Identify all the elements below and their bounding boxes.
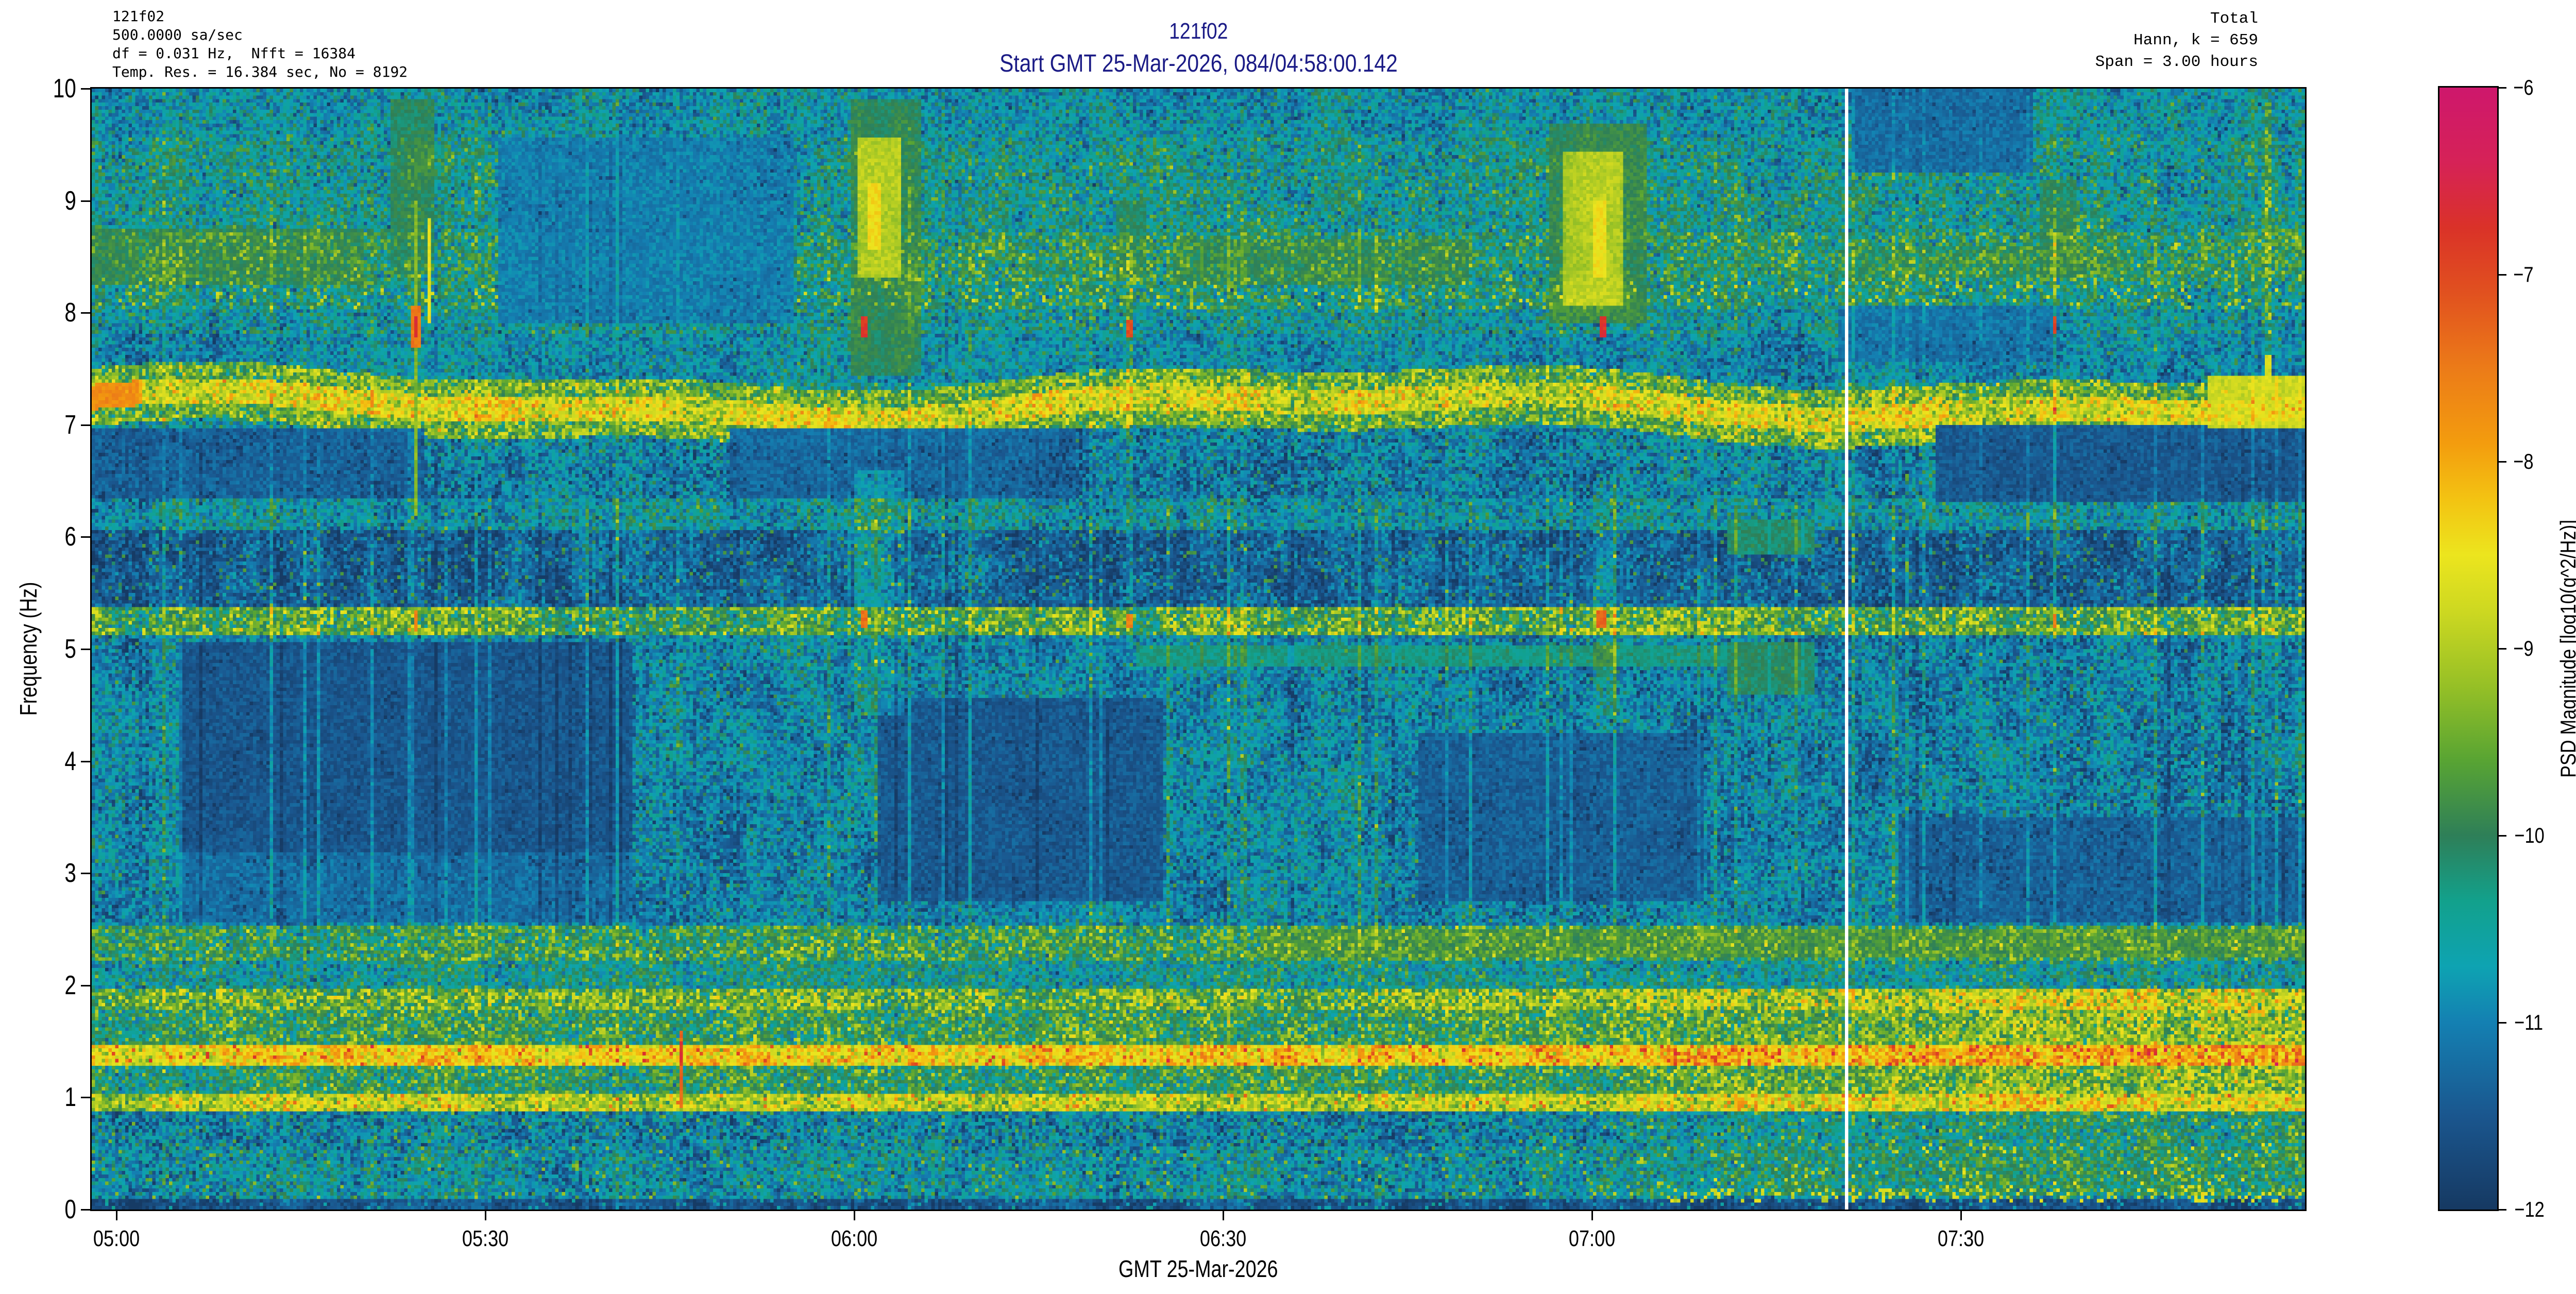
colorbar-tick-label-text: −8 (2513, 449, 2534, 473)
y-tick-mark (81, 760, 90, 762)
y-tick-label-text: 5 (64, 634, 76, 664)
x-tick-label-text: 06:30 (1199, 1226, 1246, 1251)
y-tick-label: 5 (0, 634, 76, 665)
colorbar-tick-mark (2499, 1209, 2506, 1211)
colorbar-tick-mark (2499, 461, 2506, 463)
colorbar-tick-label-text: −6 (2513, 75, 2534, 99)
plot-area-frame (90, 87, 2307, 1211)
plot-subtitle: Start GMT 25-Mar-2026, 084/04:58:00.142 (426, 49, 1971, 78)
y-tick-mark (81, 424, 90, 426)
y-tick-label: 0 (0, 1194, 76, 1225)
y-axis-label: Frequency (Hz) (13, 443, 44, 855)
y-tick-mark (81, 873, 90, 875)
y-tick-label: 8 (0, 297, 76, 328)
colorbar-tick-mark (2499, 648, 2506, 650)
x-tick-label-text: 06:00 (831, 1226, 877, 1251)
x-tick-mark (1591, 1211, 1593, 1220)
colorbar-tick-label: −12 (2511, 1196, 2576, 1223)
x-tick-label: 07:00 (1530, 1226, 1654, 1252)
y-tick-label: 10 (0, 73, 76, 104)
plot-parameters-header: 121f02 500.0000 sa/sec df = 0.031 Hz, Nf… (112, 8, 408, 80)
y-tick-label-text: 7 (64, 410, 76, 440)
plot-subtitle-text: Start GMT 25-Mar-2026, 084/04:58:00.142 (999, 50, 1398, 77)
y-tick-mark (81, 88, 90, 90)
colorbar-tick-mark (2499, 87, 2506, 89)
colorbar-tick-label: −6 (2511, 74, 2576, 101)
colorbar-tick-label-text: −10 (2514, 823, 2545, 847)
colorbar-tick-mark (2499, 274, 2506, 276)
y-tick-mark (81, 649, 90, 650)
x-axis-label: GMT 25-Mar-2026 (889, 1255, 1507, 1283)
colorbar-tick-label-text: −9 (2513, 636, 2534, 660)
y-tick-label-text: 6 (64, 522, 76, 552)
x-tick-label-text: 07:00 (1568, 1226, 1615, 1251)
colorbar-tick-label: −11 (2511, 1009, 2576, 1036)
colorbar-tick-label: −7 (2511, 261, 2576, 288)
x-tick-label-text: 07:30 (1937, 1226, 1984, 1251)
plot-title: 121f02 (426, 19, 1971, 44)
y-tick-label: 9 (0, 185, 76, 216)
y-tick-label-text: 8 (64, 298, 76, 328)
colorbar-tick-mark (2499, 835, 2506, 837)
y-tick-mark (81, 1097, 90, 1099)
colorbar-tick-label: −10 (2511, 822, 2576, 849)
y-tick-mark (81, 984, 90, 986)
y-tick-label: 4 (0, 746, 76, 777)
y-tick-label: 6 (0, 521, 76, 552)
y-tick-label-text: 4 (64, 746, 76, 776)
x-tick-mark (1960, 1211, 1962, 1220)
x-tick-mark (115, 1211, 117, 1220)
colorbar-tick-label-text: −12 (2514, 1197, 2545, 1221)
y-tick-label: 3 (0, 858, 76, 889)
x-tick-label-text: 05:30 (462, 1226, 509, 1251)
y-tick-label-text: 2 (64, 970, 76, 1000)
colorbar-frame (2438, 86, 2499, 1211)
colorbar-label: PSD Magnitude [log10(g^2/Hz)] (2554, 417, 2576, 880)
y-axis-label-text: Frequency (Hz) (15, 582, 42, 716)
x-tick-label: 06:30 (1161, 1226, 1285, 1252)
x-tick-mark (484, 1211, 486, 1220)
spectrogram-canvas (92, 89, 2305, 1210)
x-tick-mark (853, 1211, 855, 1220)
y-tick-label: 7 (0, 410, 76, 440)
y-tick-mark (81, 1209, 90, 1211)
colorbar-label-text: PSD Magnitude [log10(g^2/Hz)] (2556, 519, 2576, 778)
plot-title-text: 121f02 (1168, 19, 1228, 44)
x-tick-label: 07:30 (1899, 1226, 2023, 1252)
x-tick-label: 05:30 (423, 1226, 547, 1252)
colorbar-tick-label: −9 (2511, 635, 2576, 662)
x-tick-label: 05:00 (55, 1226, 178, 1252)
colorbar-tick-label: −8 (2511, 448, 2576, 475)
y-tick-label-text: 3 (64, 858, 76, 889)
colorbar-gradient (2439, 88, 2497, 1210)
x-axis-label-text: GMT 25-Mar-2026 (1118, 1255, 1278, 1282)
processing-header: Total Hann, k = 659 Span = 3.00 hours (2095, 10, 2258, 71)
y-tick-label-text: 1 (64, 1082, 76, 1113)
y-tick-label-text: 10 (53, 74, 76, 104)
colorbar-tick-mark (2499, 1022, 2506, 1024)
y-tick-label: 1 (0, 1082, 76, 1113)
y-tick-label-text: 0 (64, 1195, 76, 1224)
x-tick-label: 06:00 (792, 1226, 916, 1252)
colorbar-tick-label-text: −7 (2513, 262, 2534, 286)
y-tick-mark (81, 200, 90, 202)
y-tick-label-text: 9 (64, 185, 76, 216)
colorbar-tick-label-text: −11 (2514, 1010, 2544, 1034)
y-tick-label: 2 (0, 970, 76, 1001)
y-tick-mark (81, 536, 90, 538)
x-tick-label-text: 05:00 (93, 1226, 140, 1251)
y-tick-mark (81, 312, 90, 314)
x-tick-mark (1222, 1211, 1224, 1220)
